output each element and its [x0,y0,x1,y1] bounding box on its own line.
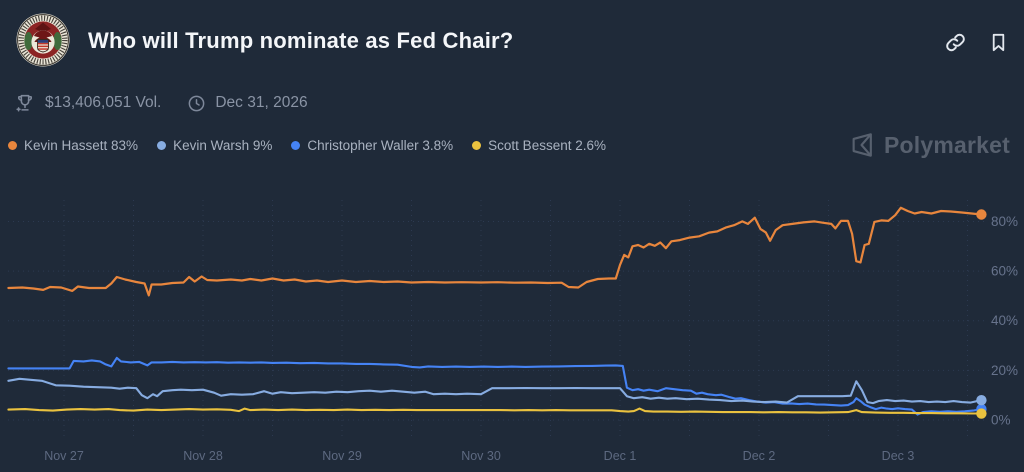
header: Who will Trump nominate as Fed Chair? [0,0,1024,80]
fed-seal-icon [16,13,70,67]
page-title: Who will Trump nominate as Fed Chair? [88,28,514,53]
polymarket-watermark: Polymarket [849,131,1010,159]
volume-trophy-icon [16,94,32,112]
chart-legend: Kevin Hassett 83% Kevin Warsh 9% Christoph… [8,138,606,153]
legend-item-kevin-warsh[interactable]: Kevin Warsh 9% [157,138,272,153]
series-line-kevin-hassett [7,206,983,297]
legend-dot-icon [8,141,17,150]
legend-dot-icon [291,141,301,150]
y-axis-label: 0% [991,413,1011,428]
stats-row: $13,406,051 Vol. Dec 31, 2026 [14,92,308,114]
copy-link-icon[interactable] [943,30,968,55]
polymarket-wordmark: Polymarket [883,131,1010,158]
legend-label: Christopher Waller 3.8% [307,138,454,153]
x-axis-label: Dec 2 [743,449,776,463]
y-axis-label: 40% [991,313,1018,328]
legend-item-scott-bessent[interactable]: Scott Bessent 2.6% [472,138,606,153]
x-axis-label: Nov 29 [322,449,362,463]
chart-series [7,206,987,419]
x-axis-label: Nov 28 [183,449,223,463]
legend-label: Kevin Hassett 83% [24,138,139,153]
series-line-kevin-warsh [7,377,983,405]
legend-item-kevin-hassett[interactable]: Kevin Hassett 83% [8,138,138,153]
legend-dot-icon [157,141,167,150]
chart-grid [8,200,988,437]
x-axis-label: Nov 27 [44,449,84,463]
legend-label: Scott Bessent 2.6% [488,138,606,153]
series-endpoint-kevin-warsh [976,394,987,406]
x-axis-label: Dec 1 [604,449,637,463]
legend-item-christopher-waller[interactable]: Christopher Waller 3.8% [291,138,453,153]
legend-label: Kevin Warsh 9% [173,138,273,153]
series-endpoint-scott-bessent [976,408,987,419]
series-line-scott-bessent [7,407,983,415]
series-line-christopher-waller [7,356,983,416]
legend-dot-icon [472,141,482,150]
y-axis-label: 20% [991,363,1018,378]
bookmark-icon[interactable] [987,30,1010,55]
volume-text: $13,406,051 Vol. [45,94,162,111]
series-endpoint-kevin-hassett [976,209,987,220]
market-logo [16,13,70,67]
y-axis-label: 60% [991,264,1018,279]
polymarket-logo-icon [852,133,872,157]
chart-axes: Nov 27 Nov 28 Nov 29 Nov 30 Dec 1 Dec 2 Dec 3 0… [44,214,1018,463]
x-axis-label: Nov 30 [461,449,501,463]
end-date-clock-icon [188,95,205,111]
end-date-text: Dec 31, 2026 [215,94,308,111]
y-axis-label: 80% [991,214,1018,229]
x-axis-label: Dec 3 [882,449,915,463]
